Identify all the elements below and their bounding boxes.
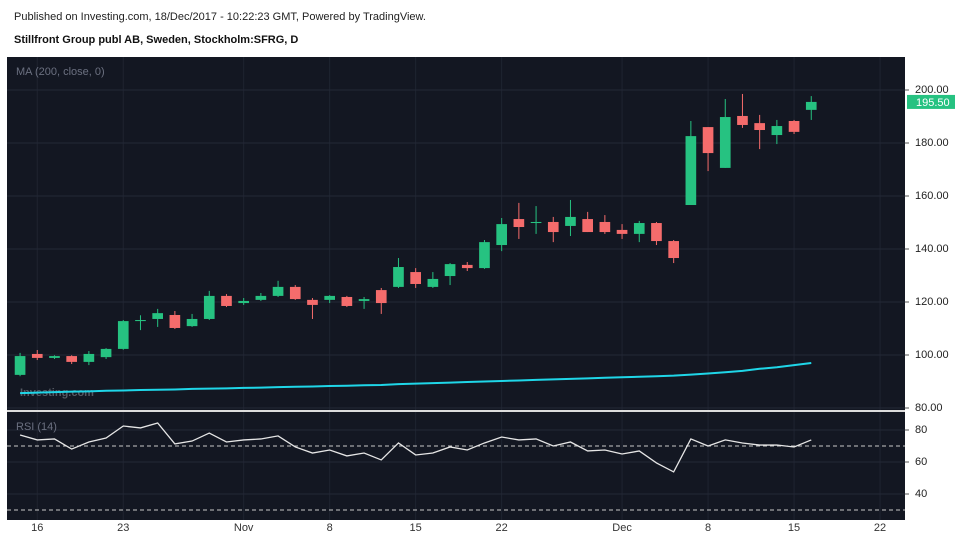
candle-body — [719, 117, 731, 168]
x-tick-label: 8 — [327, 522, 333, 534]
indicator-title: RSI (14) — [16, 421, 57, 433]
candle-body — [49, 356, 60, 358]
symbol-title: Stillfront Group publ AB, Sweden, Stockh… — [14, 34, 298, 46]
candle-body — [565, 216, 576, 226]
y-tick-label: 40 — [915, 488, 927, 500]
indicator-line — [19, 422, 812, 473]
candle-body — [169, 314, 181, 328]
y-tick-label: 180.00 — [915, 137, 949, 149]
y-tick-label: 80.00 — [915, 402, 943, 414]
x-tick-label: 23 — [117, 522, 129, 534]
x-tick-label: 22 — [496, 522, 508, 534]
x-tick-label: 16 — [31, 522, 43, 534]
price-tag-label: 195.50 — [916, 97, 950, 109]
candle-body — [788, 121, 800, 132]
y-tick-label: 80 — [915, 424, 927, 436]
x-tick-label: 15 — [788, 522, 800, 534]
candle-body — [754, 123, 765, 131]
candle-body — [186, 318, 198, 327]
candle-body — [375, 290, 387, 304]
x-tick-label: 22 — [874, 522, 886, 534]
x-tick-label: Nov — [234, 522, 254, 534]
candle-body — [616, 229, 628, 234]
indicator-title: MA (200, close, 0) — [16, 66, 105, 78]
candle-body — [152, 313, 164, 319]
candle-body — [427, 278, 439, 287]
candle-body — [272, 286, 284, 296]
pane-separator — [7, 410, 905, 412]
candle-body — [771, 126, 783, 136]
published-note: Published on Investing.com, 18/Dec/2017 … — [14, 11, 426, 23]
candle-body — [668, 241, 679, 259]
candle-body — [255, 295, 267, 300]
candle-body — [289, 286, 301, 300]
candle-body — [530, 221, 542, 224]
candle-body — [66, 356, 78, 362]
candle-body — [479, 242, 490, 269]
y-tick-label: 100.00 — [915, 349, 949, 361]
candle-body — [31, 353, 43, 358]
candle-body — [461, 264, 473, 269]
candle-body — [599, 221, 611, 233]
y-tick-label: 160.00 — [915, 190, 949, 202]
candle-body — [83, 353, 95, 362]
candle-body — [221, 295, 232, 306]
candle-body — [805, 101, 817, 110]
x-tick-label: Dec — [612, 522, 632, 534]
y-tick-label: 60 — [915, 456, 927, 468]
y-tick-label: 200.00 — [915, 84, 949, 96]
candle-body — [238, 300, 250, 304]
candle-body — [341, 296, 353, 306]
x-tick-label: 8 — [705, 522, 711, 534]
x-tick-label: 15 — [410, 522, 422, 534]
candle-body — [117, 321, 129, 349]
price-tag — [907, 94, 955, 109]
candle-body — [100, 348, 112, 358]
candle-body — [14, 356, 26, 375]
y-tick-label: 140.00 — [915, 243, 949, 255]
candle-body — [307, 299, 318, 305]
candle-body — [702, 127, 714, 154]
candle-body — [651, 223, 662, 242]
candle-body — [633, 223, 645, 234]
chart-background — [7, 57, 905, 520]
candle-body — [393, 267, 404, 287]
candle-body — [737, 115, 748, 125]
candle-body — [135, 320, 146, 322]
y-tick-label: 120.00 — [915, 296, 949, 308]
indicator-line — [20, 361, 812, 395]
candle-body — [513, 219, 525, 228]
candle-body — [496, 224, 507, 246]
candle-body — [547, 221, 559, 233]
candle-body — [685, 136, 697, 206]
candle-body — [582, 219, 593, 233]
candle-body — [203, 295, 215, 319]
candle-body — [358, 299, 370, 301]
candle-body — [444, 264, 456, 277]
candle-body — [410, 272, 421, 284]
candle-body — [324, 295, 335, 300]
